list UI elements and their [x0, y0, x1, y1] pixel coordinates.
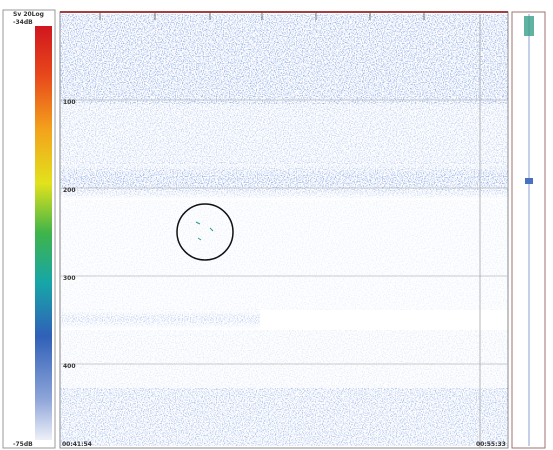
surface-layer: [60, 14, 508, 104]
scale-title: Sv 20Log: [13, 11, 44, 18]
deep-layer: [60, 308, 260, 330]
mid-scatter: [60, 104, 508, 164]
depth-label: 400: [63, 363, 76, 370]
color-bar: [35, 26, 52, 440]
page: Sv 20Log -34dB -75dB 100 200 300 400: [0, 0, 553, 450]
deep-scatter: [60, 330, 508, 390]
depth-label: 100: [63, 99, 76, 106]
side-surface: [524, 16, 534, 36]
backscatter: [60, 14, 508, 446]
scattering-layer-dense: [60, 160, 508, 200]
echogram-screen: Sv 20Log -34dB -75dB 100 200 300 400: [0, 0, 553, 450]
bottom-layer: [60, 388, 508, 446]
time-end: 00:55:33: [476, 441, 506, 448]
side-layer: [525, 178, 533, 184]
scale-min: -75dB: [13, 441, 33, 448]
scale-max: -34dB: [13, 19, 33, 26]
depth-label: 300: [63, 275, 76, 282]
sparse-zone: [60, 200, 508, 310]
depth-label: 200: [63, 187, 76, 194]
time-start: 00:41:54: [62, 441, 92, 448]
